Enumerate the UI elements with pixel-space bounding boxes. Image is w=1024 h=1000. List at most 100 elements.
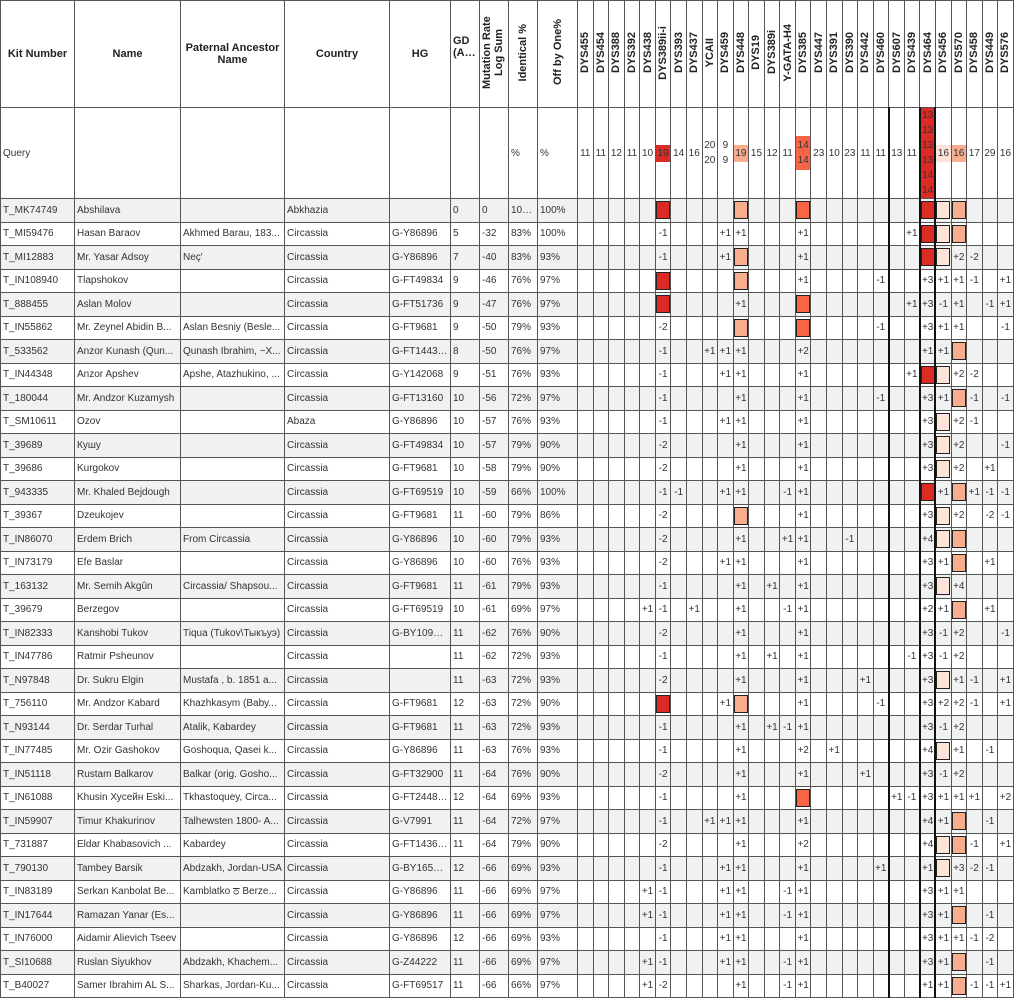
marker-diff-cell [670,691,687,716]
table-row[interactable]: T_SI10688 Ruslan Siyukhov Abdzakh, Khachem… [0,950,1014,975]
table-row[interactable]: T_IN73179 Efe Baslar Circassia G-Y86896 10 -6… [0,550,1014,575]
cell-mutation-rate: -64 [479,832,509,857]
table-row[interactable]: T_888455 Aslan Molov Circassia G-FT51736 9 -4… [0,292,1014,317]
marker-diff-cell [997,856,1014,881]
col-marker[interactable]: DYS448 [732,0,750,108]
col-marker[interactable]: DYS447 [810,0,827,108]
cell-haplogroup: G-BY165872 [389,856,451,881]
col-marker[interactable]: DYS570 [950,0,968,108]
col-marker[interactable]: DYS390 [841,0,859,108]
col-marker[interactable]: DYS455 [577,0,594,108]
marker-diff-cell [997,809,1014,834]
col-marker[interactable]: DYS454 [592,0,610,108]
col-marker[interactable]: DYS458 [966,0,983,108]
col-marker[interactable]: DYS464 [919,0,936,108]
col-off-by-one[interactable]: Off by One% [537,0,578,108]
table-row[interactable]: T_IN77485 Mr. Ozir Gashokov Goshoqua, Qase… [0,738,1014,763]
table-row[interactable]: T_943335 Mr. Khaled Bejdough Circassia G-FT… [0,480,1014,505]
table-row[interactable]: T_790130 Tambey Barsik Abdzakh, Jordan-USA… [0,856,1014,881]
marker-diff-cell [639,198,656,223]
table-row[interactable]: T_IN44348 Anzor Apshev Apshe, Atazhukino, … [0,362,1014,387]
col-marker[interactable]: DYS449 [981,0,999,108]
col-name[interactable]: Name [74,0,181,108]
table-row[interactable]: T_IN51118 Rustam Balkarov Balkar (orig. Go… [0,762,1014,787]
table-row[interactable]: T_IN55862 Mr. Zeynel Abidin B... Aslan Bes… [0,315,1014,340]
table-row[interactable]: T_163132 Mr. Semih Akgûn Circassia/ Shapso… [0,574,1014,599]
marker-diff-cell [685,527,703,552]
table-row[interactable]: T_180044 Mr. Andzor Kuzamysh Circassia G-FT… [0,386,1014,411]
table-row[interactable]: T_IN76000 Aidamir Alievich Tseev Circassia… [0,926,1014,951]
table-row[interactable]: T_IN108940 Tlapshokov Circassia G-FT49834 9-… [0,268,1014,293]
marker-diff-cell [717,644,734,669]
marker-diff-cell [717,973,734,998]
marker-diff-cell [748,198,765,223]
marker-diff-cell [732,245,750,270]
col-hg[interactable]: HG [389,0,451,108]
col-gd[interactable]: GD (Abs) [450,0,480,108]
table-row[interactable]: T_IN17644 Ramazan Yanar (Es... Circassia G-… [0,903,1014,928]
table-row[interactable]: T_IN59907 Timur Khakurinov Talhewsten 1800… [0,809,1014,834]
col-marker[interactable]: DYS459 [717,0,734,108]
cell-paternal-ancestor: Abdzakh, Khachem... [180,950,285,975]
table-row[interactable]: T_IN82333 Kanshobi Tukov Tiqua (Tukov\Тыкъ… [0,621,1014,646]
marker-diff-cell [701,386,719,411]
table-row[interactable]: T_SM10611 Ozov Abaza G-Y86896 10 -57 76% 93% -1 +… [0,409,1014,434]
col-mutation-rate[interactable]: Mutation Rate Log Sum [479,0,509,108]
table-row[interactable]: T_MI12883 Mr. Yasar Adsoy Neç' Circassia G-Y… [0,245,1014,270]
marker-diff-cell [763,950,781,975]
marker-diff-cell [887,879,905,904]
col-country[interactable]: Country [284,0,390,108]
table-row[interactable]: T_533562 Anzor Kunash (Qun... Qunash Ibrah… [0,339,1014,364]
col-marker[interactable]: DYS389i [763,0,781,108]
marker-diff-cell [826,527,843,552]
marker-diff-cell [857,386,874,411]
marker-diff-cell [639,574,656,599]
col-marker[interactable]: YCAII [701,0,719,108]
table-row[interactable]: T_IN47786 Ratmir Psheunov Circassia 11 -62 72… [0,644,1014,669]
cell-name: Aslan Molov [74,292,181,317]
table-row[interactable]: T_MK74749 Abshilava Abkhazia 0 0 100% 100% [0,198,1014,223]
col-marker[interactable]: DYS439 [903,0,921,108]
marker-diff-cell [623,315,641,340]
marker-diff-cell: -1 [779,950,796,975]
marker-diff-cell [826,691,843,716]
table-row[interactable]: T_756110 Mr. Andzor Kabard Khazhkasym (Bab… [0,691,1014,716]
marker-diff-cell [841,809,859,834]
col-kit-number[interactable]: Kit Number [0,0,75,108]
table-row[interactable]: T_B40027 Samer Ibrahim AL S... Sharkas, Jo… [0,973,1014,998]
col-mutation-rate-label: Mutation Rate Log Sum [481,16,505,89]
col-marker[interactable]: DYS385 [794,0,812,108]
col-marker[interactable]: Y-GATA-H4 [779,0,796,108]
table-row[interactable]: T_39686 Kurgokov Circassia G-FT9681 10 -58 79%… [0,456,1014,481]
col-marker[interactable]: DYS388 [608,0,625,108]
col-marker[interactable]: DYS607 [888,0,905,108]
table-row[interactable]: T_MI59476 Hasan Baraov Akhmed Barau, 183..… [0,221,1014,246]
marker-diff-cell [810,668,827,693]
col-paternal-ancestor[interactable]: Paternal Ancestor Name [180,0,285,108]
col-identical[interactable]: Identical % [508,0,538,108]
table-row[interactable]: T_IN83189 Serkan Kanbolat Be... Kamblatko … [0,879,1014,904]
col-marker[interactable]: DYS391 [826,0,843,108]
marker-diff-cell [779,339,796,364]
table-row[interactable]: T_39367 Dzeukojev Circassia G-FT9681 11 -60 79… [0,503,1014,528]
col-marker[interactable]: DYS576 [997,0,1014,108]
table-row[interactable]: T_731887 Eldar Khabasovich ... Kabardey Cir… [0,832,1014,857]
col-marker[interactable]: DYS442 [857,0,874,108]
col-marker[interactable]: DYS437 [685,0,703,108]
marker-diff-cell: -1 [981,973,999,998]
table-row[interactable]: T_N93144 Dr. Serdar Turhal Atalik, Kabarde… [0,715,1014,740]
col-marker[interactable]: DYS456 [934,0,952,108]
col-marker[interactable]: DYS393 [670,0,687,108]
table-row[interactable]: T_IN86070 Erdem Brich From Circassia Circas… [0,527,1014,552]
table-row[interactable]: T_IN61088 Khusin Хусейн Eski... Tkhastoque… [0,785,1014,810]
col-marker[interactable]: DYS392 [623,0,641,108]
table-row[interactable]: T_39689 Кушу Circassia G-FT49834 10 -57 79% 90%… [0,433,1014,458]
table-row[interactable]: T_N97848 Dr. Sukru Elgin Mustafa , b. 1851… [0,668,1014,693]
table-row[interactable]: T_39679 Berzegov Circassia G-FT69519 10 -61 69… [0,597,1014,622]
col-marker[interactable]: DYS460 [872,0,890,108]
cell-country: Circassia [284,785,390,810]
col-marker[interactable]: DYS19 [748,0,765,108]
col-marker[interactable]: DYS389ii-i [654,0,672,108]
col-marker[interactable]: DYS438 [639,0,656,108]
